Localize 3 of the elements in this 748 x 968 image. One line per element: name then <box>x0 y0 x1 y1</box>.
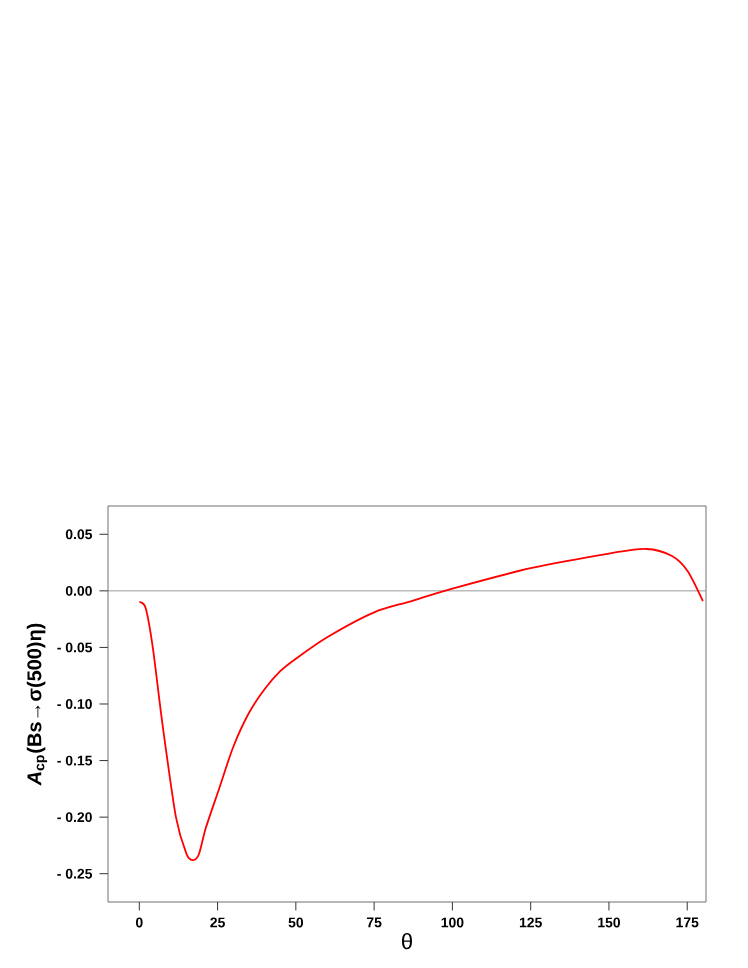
x-axis-title: θ <box>402 933 412 950</box>
line-series <box>138 548 704 862</box>
y-axis-title: A$_{cp}$(Bs→σ(500)η) <box>26 623 48 786</box>
